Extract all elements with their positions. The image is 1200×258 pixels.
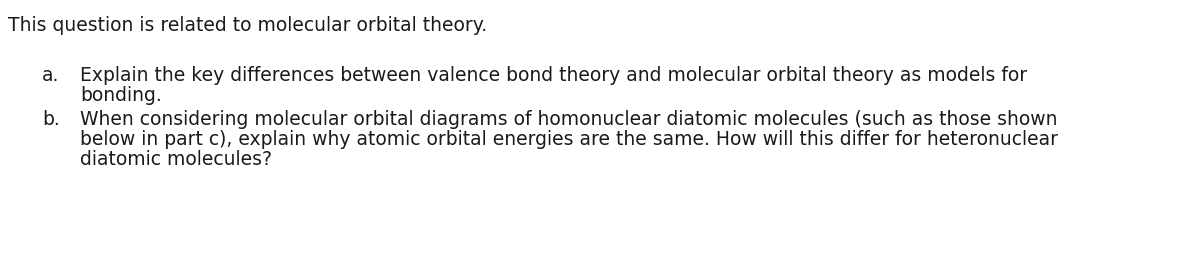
Text: diatomic molecules?: diatomic molecules? xyxy=(80,150,272,169)
Text: This question is related to molecular orbital theory.: This question is related to molecular or… xyxy=(8,16,487,35)
Text: When considering molecular orbital diagrams of homonuclear diatomic molecules (s: When considering molecular orbital diagr… xyxy=(80,110,1057,129)
Text: below in part c), explain why atomic orbital energies are the same. How will thi: below in part c), explain why atomic orb… xyxy=(80,130,1058,149)
Text: Explain the key differences between valence bond theory and molecular orbital th: Explain the key differences between vale… xyxy=(80,66,1027,85)
Text: a.: a. xyxy=(42,66,59,85)
Text: bonding.: bonding. xyxy=(80,86,162,105)
Text: b.: b. xyxy=(42,110,60,129)
